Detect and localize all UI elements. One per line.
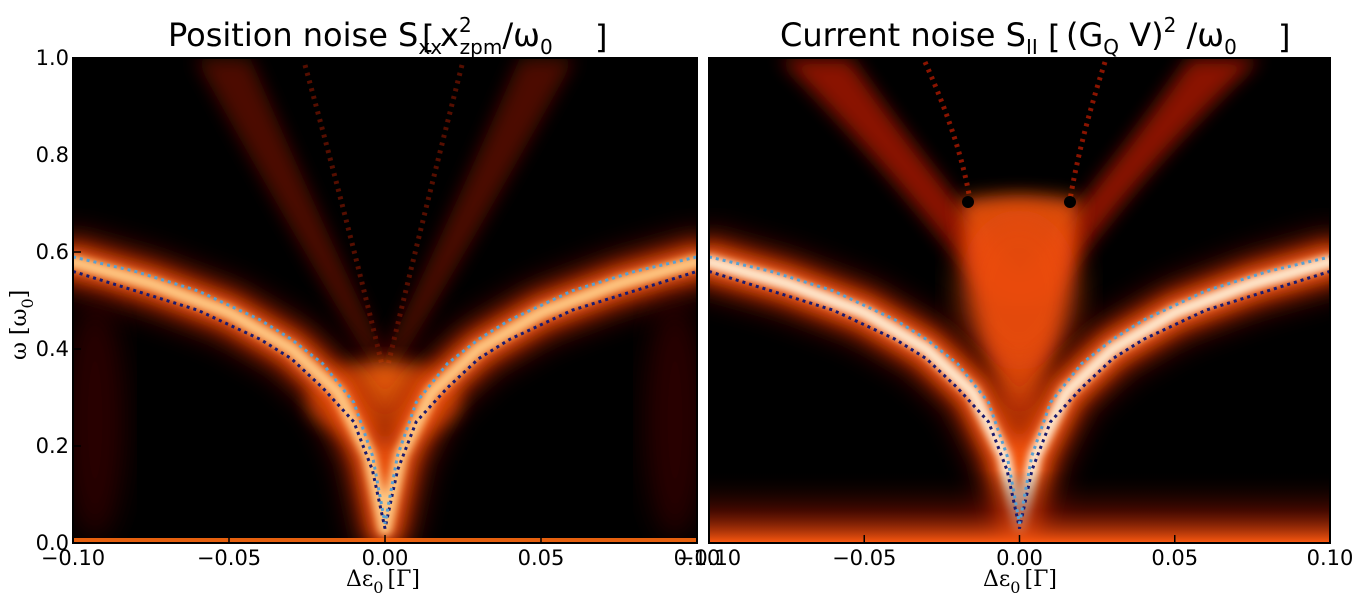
x-tick-label: 0.00 xyxy=(996,546,1043,570)
y-axis-label: ω [ω0] xyxy=(7,290,37,360)
overlay-curves xyxy=(709,255,1330,529)
title-main: Current noise SII xyxy=(780,16,1038,59)
title-bracket-close: ] xyxy=(1278,18,1290,56)
series-curve-1 xyxy=(709,269,1330,529)
y-tick-label: 0.8 xyxy=(36,143,69,167)
x-tick-label: 0.05 xyxy=(518,546,565,570)
x-axis-label: Δε0 [Γ] xyxy=(346,567,420,597)
series-curve-1 xyxy=(73,269,697,529)
panel-position-noise: −0.10 −0.05 0.00 0.05 0.10 0.0 0.2 0.4 0.6 0.8 1.… xyxy=(7,13,720,597)
series-curve-2 xyxy=(73,255,697,524)
central-fan-glow xyxy=(959,210,1079,370)
overlay-curves xyxy=(73,255,697,529)
x-tick-label: −0.10 xyxy=(677,546,741,570)
upper-thin-branch-left xyxy=(922,60,973,201)
y-tick-label: 0.6 xyxy=(36,240,69,264)
x-ticks: −0.10 −0.05 0.00 0.05 0.10 xyxy=(677,535,1354,570)
title-bracket-open: [ xyxy=(422,18,434,56)
panel-current-noise: −0.10 −0.05 0.00 0.05 0.10 Current noise SII… xyxy=(677,13,1354,597)
x-tick-label: −0.05 xyxy=(197,546,261,570)
panel-title: Position noise Sxx [ x2 zpm/ω0 ] xyxy=(168,13,607,59)
x-tick-label: −0.05 xyxy=(832,546,896,570)
dark-spot-left xyxy=(962,196,974,208)
title-main: Position noise Sxx xyxy=(168,16,442,59)
title-bracket-open: [ xyxy=(1048,18,1060,56)
floor-band xyxy=(709,470,1330,543)
x-tick-label: −0.10 xyxy=(41,546,105,570)
panel-title: Current noise SII [ (GQ V)2 /ω0 ] xyxy=(780,13,1290,59)
y-tick-label: 0.2 xyxy=(36,434,69,458)
upper-wing-left xyxy=(195,58,392,370)
dark-spot-right xyxy=(1064,196,1076,208)
title-bracket-content: x2 zpm/ω0 xyxy=(440,13,553,59)
upper-thin-branch-right xyxy=(385,64,465,366)
series-curve-2 xyxy=(709,255,1330,524)
title-bracket-close: ] xyxy=(595,18,607,56)
x-tick-label: 0.05 xyxy=(1151,546,1198,570)
lower-lobe-left xyxy=(73,300,125,540)
lower-lobe-right xyxy=(645,300,697,540)
upper-wing-right xyxy=(378,58,575,370)
upper-thin-branch-left xyxy=(302,64,385,366)
x-tick-label: 0.00 xyxy=(362,546,409,570)
y-tick-label: 0.4 xyxy=(36,337,69,361)
x-tick-label: 0.10 xyxy=(1307,546,1354,570)
x-ticks: −0.10 −0.05 0.00 0.05 0.10 xyxy=(41,535,721,570)
y-tick-label: 0.0 xyxy=(36,531,69,555)
y-tick-label: 1.0 xyxy=(36,46,69,70)
title-bracket-content: (GQ V)2 /ω0 xyxy=(1066,13,1237,59)
x-axis-label: Δε0 [Γ] xyxy=(983,567,1057,597)
upper-thin-branch-right xyxy=(1067,61,1108,201)
x-tick-label: 0.10 xyxy=(674,546,721,570)
y-ticks: 0.0 0.2 0.4 0.6 0.8 1.0 xyxy=(36,46,81,555)
